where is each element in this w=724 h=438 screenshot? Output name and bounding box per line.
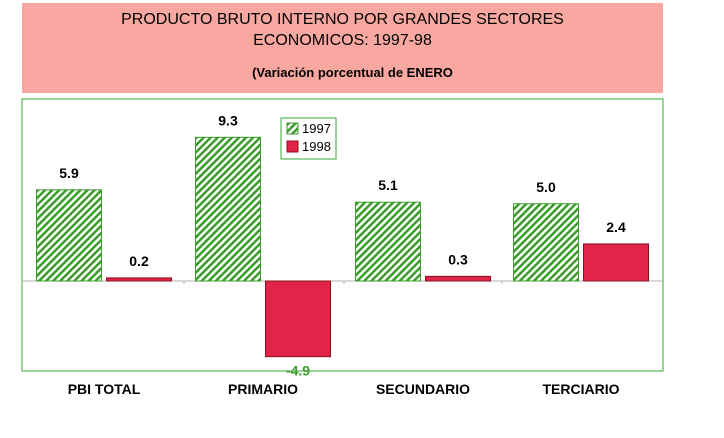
bar-1997-pbi-total — [36, 189, 102, 282]
category-label: PBI TOTAL — [68, 381, 141, 397]
category-label: TERCIARIO — [543, 381, 620, 397]
bar-1998-terciario — [583, 243, 649, 282]
data-label: 5.1 — [378, 177, 398, 193]
legend-label: 1998 — [302, 139, 331, 154]
bar-1997-primario — [195, 136, 261, 282]
data-label: 5.9 — [59, 165, 79, 181]
data-label: 0.3 — [448, 251, 468, 267]
legend-swatch-1997 — [286, 122, 299, 135]
chart-title-line-1: PRODUCTO BRUTO INTERNO POR GRANDES SECTO… — [121, 11, 564, 28]
chart-title-line-2: ECONOMICOS: 1997-98 — [253, 32, 432, 49]
plot-frame — [21, 98, 664, 372]
legend-swatch-1998 — [286, 140, 299, 153]
bar-1997-terciario — [513, 203, 579, 282]
category-label: SECUNDARIO — [376, 381, 470, 397]
bar-1998-primario — [265, 280, 331, 358]
data-label: 2.4 — [606, 219, 626, 235]
category-label: PRIMARIO — [228, 381, 298, 397]
bar-1998-pbi-total — [106, 277, 172, 282]
data-label: 5.0 — [536, 179, 556, 195]
title-banner: PRODUCTO BRUTO INTERNO POR GRANDES SECTO… — [22, 3, 663, 93]
bar-1998-secundario — [425, 275, 491, 282]
legend: 1997 1998 — [280, 117, 337, 160]
data-label: 9.3 — [218, 112, 238, 128]
data-label: -4.9 — [286, 363, 310, 379]
chart-subtitle: (Variación porcentual de ENERO — [252, 65, 453, 80]
legend-label: 1997 — [302, 121, 331, 136]
data-label: 0.2 — [129, 253, 149, 269]
bar-1997-secundario — [355, 201, 421, 282]
